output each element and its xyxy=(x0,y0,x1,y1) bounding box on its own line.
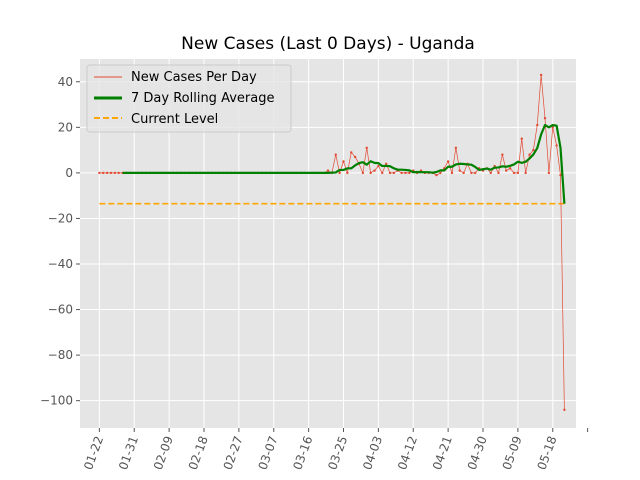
legend: New Cases Per Day 7 Day Rolling Average … xyxy=(86,64,292,133)
y-tick-label: −20 xyxy=(48,211,73,225)
daily-cases-point xyxy=(404,171,407,175)
daily-cases-point xyxy=(528,153,531,156)
daily-cases-point xyxy=(454,146,458,150)
daily-cases-point xyxy=(388,171,392,175)
series-layer xyxy=(98,73,566,411)
daily-cases-point xyxy=(462,171,465,175)
rolling-average-line xyxy=(122,123,566,204)
daily-cases-point xyxy=(353,155,357,159)
daily-cases-point xyxy=(512,171,516,175)
daily-cases-point xyxy=(470,171,473,175)
legend-label-current: Current Level xyxy=(131,112,218,127)
daily-cases-point xyxy=(458,169,461,172)
daily-cases-point xyxy=(435,173,438,177)
daily-cases-point xyxy=(408,171,411,175)
daily-cases-point xyxy=(497,171,500,175)
daily-cases-point xyxy=(381,171,384,175)
y-tick-label: −60 xyxy=(48,303,73,317)
x-tick-label: 02-18 xyxy=(186,434,211,472)
y-tick-label: −40 xyxy=(48,257,73,271)
daily-cases-point xyxy=(555,144,558,147)
daily-cases-point xyxy=(384,162,388,165)
daily-cases-point xyxy=(539,73,543,77)
daily-cases-point xyxy=(508,167,512,170)
daily-cases-point xyxy=(439,171,442,175)
daily-cases-point xyxy=(373,169,376,172)
daily-cases-point xyxy=(346,171,349,175)
daily-cases-point xyxy=(474,171,477,175)
legend-box xyxy=(86,64,292,133)
legend-label-daily: New Cases Per Day xyxy=(131,70,257,85)
legend-label-rolling: 7 Day Rolling Average xyxy=(131,91,274,106)
daily-cases-point xyxy=(446,160,450,163)
daily-cases-point xyxy=(536,123,539,127)
daily-cases-point xyxy=(400,171,403,175)
x-tick-label: 01-22 xyxy=(81,434,106,472)
daily-cases-point xyxy=(326,169,330,172)
daily-cases-point xyxy=(369,171,372,175)
x-tick-label: 03-16 xyxy=(290,434,315,472)
daily-cases-point xyxy=(113,171,117,175)
y-tick-label: 40 xyxy=(58,75,73,89)
daily-cases-point xyxy=(377,164,380,168)
daily-cases-point xyxy=(505,169,508,172)
x-tick-label: 02-09 xyxy=(151,434,176,472)
y-axis: 40 20 0 −20 −40 −60 −80 −100 xyxy=(40,75,80,408)
daily-cases-point xyxy=(543,117,547,120)
chart-title: New Cases (Last 0 Days) - Uganda xyxy=(181,34,475,54)
daily-cases-point xyxy=(532,148,535,152)
x-tick-label: 05-18 xyxy=(534,434,559,472)
x-tick-label: 03-07 xyxy=(255,434,280,472)
daily-cases-point xyxy=(342,160,345,163)
daily-cases-point xyxy=(520,137,523,140)
y-tick-label: 20 xyxy=(58,120,73,134)
daily-cases-point xyxy=(392,171,396,175)
daily-cases-point xyxy=(334,153,337,156)
y-tick-label: −100 xyxy=(40,394,73,408)
daily-cases-point xyxy=(489,171,492,175)
daily-cases-point xyxy=(450,171,454,175)
y-tick-label: 0 xyxy=(65,166,73,180)
y-tick-label: −80 xyxy=(48,348,73,362)
daily-cases-point xyxy=(105,171,109,175)
daily-cases-point xyxy=(338,171,341,175)
x-tick-label: 05-09 xyxy=(500,434,525,472)
daily-cases-point xyxy=(547,171,551,175)
x-axis: 01-22 01-31 02-09 02-18 02-27 03-07 03-16 03-25… xyxy=(81,428,589,472)
daily-cases-point xyxy=(102,171,105,175)
daily-cases-point xyxy=(361,171,365,175)
x-tick-label: 02-27 xyxy=(221,434,246,472)
daily-cases-point xyxy=(109,171,113,175)
daily-cases-point xyxy=(524,171,527,175)
daily-cases-point xyxy=(350,151,353,154)
daily-cases-point xyxy=(563,408,566,411)
daily-cases-point xyxy=(365,146,368,150)
x-tick-label: 01-31 xyxy=(116,434,141,472)
daily-cases-point xyxy=(516,171,520,175)
daily-cases-point xyxy=(117,171,120,175)
x-tick-label: 04-30 xyxy=(465,434,490,472)
x-tick-label: 04-21 xyxy=(430,434,455,472)
x-tick-label: 04-03 xyxy=(360,434,385,472)
daily-cases-point xyxy=(501,153,504,156)
x-tick-label: 04-12 xyxy=(395,434,420,472)
daily-cases-point xyxy=(551,126,554,129)
daily-cases-point xyxy=(559,173,562,177)
x-tick-label: 03-25 xyxy=(325,434,350,472)
daily-cases-point xyxy=(98,171,101,175)
